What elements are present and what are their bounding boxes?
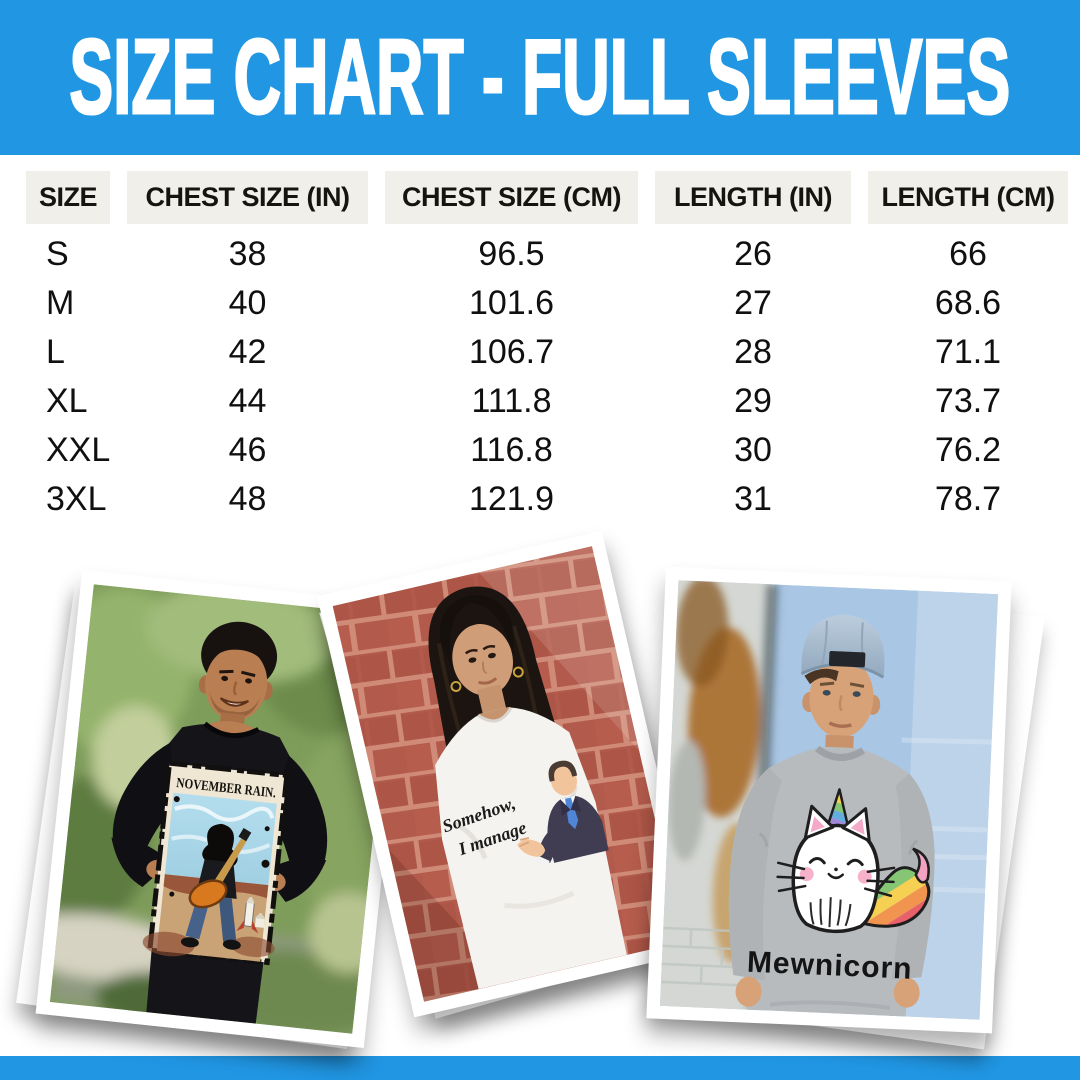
office-manager-illustration xyxy=(517,760,609,868)
belly-fur-lines xyxy=(809,897,852,928)
table-row: L 42 106.7 28 71.1 xyxy=(26,328,1068,377)
cell-length-cm: 73.7 xyxy=(934,382,1002,420)
brick-lines xyxy=(660,926,760,988)
cell-chest-in: 38 xyxy=(228,235,267,273)
whiskers xyxy=(776,861,896,898)
cell-length-in: 31 xyxy=(734,480,772,518)
table-row: M 40 101.6 27 68.6 xyxy=(26,279,1068,328)
photo-mewnicorn-tee: Mewnicorn xyxy=(646,566,1012,1034)
cell-chest-in: 48 xyxy=(228,480,267,518)
column-header-chest-in: CHEST SIZE (IN) xyxy=(127,171,368,224)
cell-chest-cm: 96.5 xyxy=(478,235,545,273)
cell-chest-in: 44 xyxy=(228,382,267,420)
cell-chest-cm: 116.8 xyxy=(470,431,553,469)
column-header-length-cm: LENGTH (CM) xyxy=(868,171,1068,224)
cell-size: 3XL xyxy=(46,480,107,518)
cell-size: XXL xyxy=(46,431,111,469)
cell-size: S xyxy=(46,235,69,273)
header-banner: SIZE CHART - FULL SLEEVES xyxy=(0,0,1080,155)
size-table-body: S 38 96.5 26 66 M 40 101.6 27 68.6 L 42 … xyxy=(26,230,1068,524)
cell-chest-cm: 121.9 xyxy=(468,480,555,518)
table-row: XL 44 111.8 29 73.7 xyxy=(26,377,1068,426)
table-row: S 38 96.5 26 66 xyxy=(26,230,1068,279)
cell-chest-cm: 111.8 xyxy=(471,382,552,420)
page-title: SIZE CHART - FULL SLEEVES xyxy=(69,17,1012,138)
cell-size: L xyxy=(46,333,65,371)
column-header-chest-cm: CHEST SIZE (CM) xyxy=(385,171,638,224)
woman-in-white-tee xyxy=(428,586,627,990)
cell-chest-in: 46 xyxy=(228,431,267,469)
table-header-row: SIZE CHEST SIZE (IN) CHEST SIZE (CM) LEN… xyxy=(26,171,1068,224)
cell-length-in: 29 xyxy=(734,382,772,420)
cell-length-cm: 76.2 xyxy=(934,431,1002,469)
photo-november-rain-tee: NOVEMBER RAIN. xyxy=(35,569,411,1049)
cell-size: XL xyxy=(46,382,88,420)
cell-length-cm: 71.1 xyxy=(934,333,1002,371)
cell-size: M xyxy=(46,284,75,322)
cell-chest-in: 42 xyxy=(228,333,267,371)
table-row: 3XL 48 121.9 31 78.7 xyxy=(26,475,1068,524)
photo-2-illustration: Somehow, I manage xyxy=(332,546,684,1002)
photo-3-illustration: Mewnicorn xyxy=(659,580,999,1020)
photo-somehow-i-manage-tee: Somehow, I manage xyxy=(317,530,699,1018)
column-header-length-in: LENGTH (IN) xyxy=(655,171,851,224)
print-text-mewnicorn: Mewnicorn xyxy=(746,946,913,986)
cell-chest-in: 40 xyxy=(228,284,267,322)
cell-length-cm: 68.6 xyxy=(934,284,1002,322)
table-row: XXL 46 116.8 30 76.2 xyxy=(26,426,1068,475)
november-rain-print: NOVEMBER RAIN. xyxy=(142,760,290,966)
cell-length-in: 30 xyxy=(734,431,772,469)
cell-length-in: 27 xyxy=(734,284,772,322)
cell-chest-cm: 101.6 xyxy=(468,284,555,322)
cell-length-in: 28 xyxy=(734,333,772,371)
footer-bar xyxy=(0,1056,1080,1080)
cell-chest-cm: 106.7 xyxy=(468,333,555,371)
cell-length-cm: 78.7 xyxy=(934,480,1002,518)
cell-length-in: 26 xyxy=(734,235,772,273)
cap-strap xyxy=(828,650,866,668)
cell-length-cm: 66 xyxy=(949,235,987,273)
column-header-size: SIZE xyxy=(26,171,110,224)
